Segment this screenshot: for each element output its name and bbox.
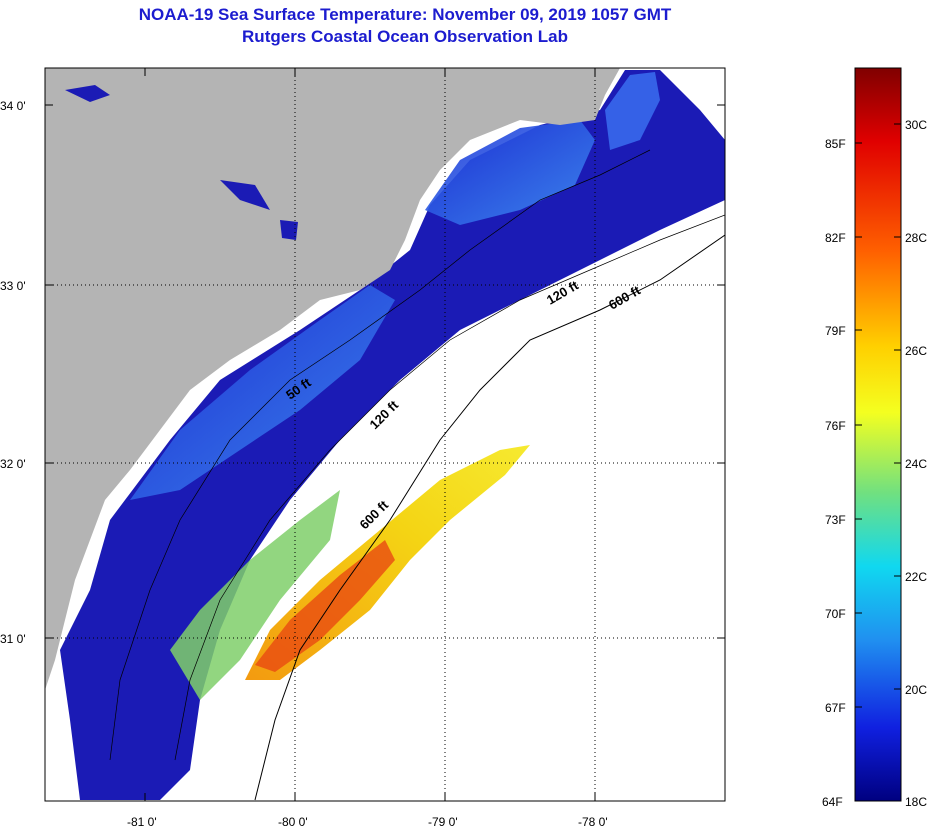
colorbar-label-c: 22C (905, 570, 927, 584)
isobath-50ft (109, 149, 651, 761)
map-frame (44, 67, 726, 802)
lat-label: 34 0' (0, 99, 26, 113)
inland-lake (280, 220, 298, 240)
colorbar-label-f: 76F (825, 419, 846, 433)
map-title: NOAA-19 Sea Surface Temperature: Novembe… (138, 5, 672, 24)
lon-label: -79 0' (428, 815, 458, 829)
lon-label: -81 0' (127, 815, 157, 829)
colorbar-label-c: 20C (905, 683, 927, 697)
lon-label: -78 0' (578, 815, 608, 829)
map-subtitle: Rutgers Coastal Ocean Observation Lab (242, 27, 568, 46)
long-bay-shelf (425, 120, 595, 225)
colorbar-label-c: 28C (905, 231, 927, 245)
colorbar-gradient (854, 67, 902, 802)
colorbar-label-c: 18C (905, 795, 927, 809)
colorbar-ticks (855, 123, 901, 708)
colorbar-label-f: 82F (825, 231, 846, 245)
lon-label: -80 0' (278, 815, 308, 829)
colorbar-label-f: 73F (825, 513, 846, 527)
colorbar-label-f: 64F (822, 795, 843, 809)
coastal-water-band (60, 70, 725, 800)
isobath-120ft (174, 214, 725, 761)
lat-label: 31 0' (0, 632, 26, 646)
inland-lake (220, 180, 270, 210)
colorbar-label-c: 24C (905, 457, 927, 471)
inland-lake (65, 85, 110, 102)
colorbar-label-f: 70F (825, 607, 846, 621)
gulf-stream-core (255, 540, 395, 672)
colorbar-label-f: 67F (825, 701, 846, 715)
colorbar-label-f: 85F (825, 137, 846, 151)
colorbar-label-c: 26C (905, 344, 927, 358)
colorbar-label-f: 79F (825, 324, 846, 338)
lat-label: 32 0' (0, 457, 26, 471)
land (45, 68, 620, 690)
colorbar-label-c: 30C (905, 118, 927, 132)
isobath-600ft (254, 234, 725, 801)
lat-label: 33 0' (0, 279, 26, 293)
axis-ticks (45, 68, 725, 801)
graticule (45, 68, 725, 801)
onslow-shelf (605, 72, 660, 150)
nearshore-shelf (130, 285, 395, 500)
mid-shelf-green (170, 490, 340, 700)
